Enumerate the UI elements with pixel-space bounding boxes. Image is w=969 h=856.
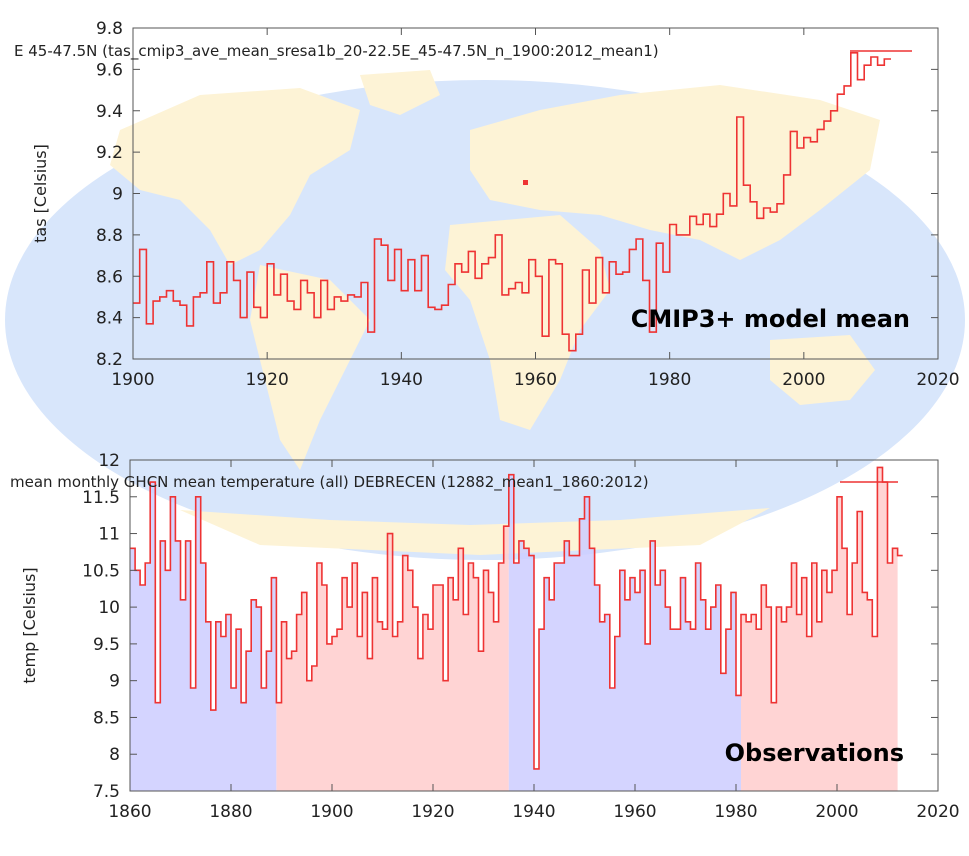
x-tick-label: 1920 — [411, 802, 454, 822]
shaded-period-cold — [508, 474, 741, 791]
y-tick-label: 9.8 — [96, 19, 123, 39]
y-tick-label: 9 — [112, 185, 123, 205]
y-tick-label: 8 — [109, 745, 120, 765]
y-tick-label: 10 — [98, 598, 120, 618]
map-land-antarctica — [180, 508, 770, 555]
x-tick-label: 1980 — [648, 370, 691, 390]
y-tick-label: 9 — [109, 672, 120, 692]
y-tick-label: 8.5 — [93, 708, 120, 728]
y-tick-label: 8.2 — [96, 350, 123, 370]
legend-label: mean monthly GHCN mean temperature (all)… — [10, 473, 649, 492]
x-tick-label: 1940 — [380, 370, 423, 390]
series-line — [133, 52, 891, 352]
y-tick-label: 8.4 — [96, 309, 123, 329]
x-tick-label: 2020 — [916, 370, 959, 390]
y-axis-label: temp [Celsius] — [20, 567, 39, 683]
map-location-marker — [523, 180, 528, 185]
y-tick-label: 9.6 — [96, 60, 123, 80]
x-tick-label: 2020 — [916, 802, 959, 822]
shaded-period-warm — [741, 467, 898, 791]
x-tick-label: 2000 — [815, 802, 858, 822]
legend-label: E 45-47.5N (tas_cmip3_ave_mean_sresa1b_2… — [14, 42, 659, 61]
y-tick-label: 9.5 — [93, 635, 120, 655]
y-tick-label: 8.6 — [96, 267, 123, 287]
y-tick-label: 9.2 — [96, 143, 123, 163]
shaded-period-warm — [276, 526, 509, 791]
x-tick-label: 1960 — [514, 370, 557, 390]
cmip3-chart: 1900 1920 1940 1960 1980 2000 2020 8.2 8.4 8.6 8.8… — [14, 19, 960, 390]
map-land-africa — [445, 215, 610, 430]
x-tick-label: 1940 — [512, 802, 555, 822]
y-tick-label: 11 — [98, 525, 120, 545]
x-tick-label: 1900 — [111, 370, 154, 390]
x-tick-label: 1860 — [108, 802, 151, 822]
x-tick-label: 1980 — [714, 802, 757, 822]
map-land-australia — [770, 335, 875, 405]
y-tick-label: 7.5 — [93, 782, 120, 802]
y-tick-label: 9.4 — [96, 102, 123, 122]
map-land-north-america — [110, 88, 360, 265]
world-map-background — [5, 70, 965, 560]
y-tick-label: 11.5 — [82, 488, 120, 508]
shaded-period-cold — [130, 482, 277, 791]
map-land-greenland — [360, 70, 440, 115]
x-tick-label: 1960 — [613, 802, 656, 822]
x-tick-label: 2000 — [782, 370, 825, 390]
y-tick-label: 12 — [98, 451, 120, 471]
y-tick-label: 8.8 — [96, 226, 123, 246]
series-line — [130, 466, 903, 770]
map-land-south-america — [250, 265, 370, 470]
x-tick-label: 1900 — [310, 802, 353, 822]
y-axis-label: tas [Celsius] — [31, 144, 50, 243]
chart-annotation: CMIP3+ model mean — [631, 305, 910, 333]
map-land-eurasia — [470, 85, 880, 260]
y-tick-label: 10.5 — [82, 561, 120, 581]
observations-chart: 1860 1880 1900 1920 1940 1960 1980 2000 2020 7.5 8… — [10, 451, 960, 822]
x-tick-label: 1880 — [209, 802, 252, 822]
chart-annotation: Observations — [725, 739, 904, 767]
x-tick-label: 1920 — [246, 370, 289, 390]
